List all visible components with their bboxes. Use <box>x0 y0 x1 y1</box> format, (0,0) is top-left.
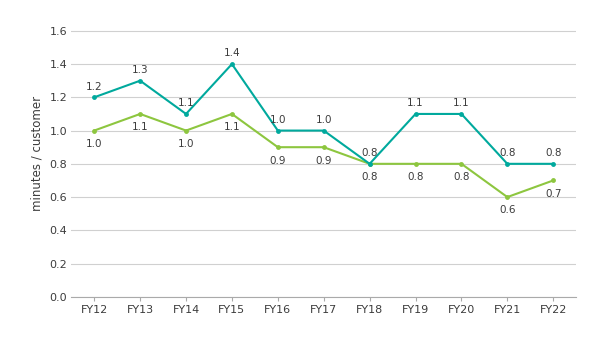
Text: 1.1: 1.1 <box>453 98 470 108</box>
Text: 0.8: 0.8 <box>361 148 378 158</box>
Legend: Normalised, Unnormalised: Normalised, Unnormalised <box>211 358 437 362</box>
Line: Unnormalised: Unnormalised <box>92 62 555 166</box>
Normalised <box>137 112 144 116</box>
Text: 1.1: 1.1 <box>178 98 194 108</box>
Normalised <box>91 129 98 133</box>
Text: 0.8: 0.8 <box>499 148 516 158</box>
Text: 1.0: 1.0 <box>270 115 286 125</box>
Unnormalised <box>504 162 511 166</box>
Text: 1.1: 1.1 <box>407 98 424 108</box>
Unnormalised <box>137 79 144 83</box>
Unnormalised <box>549 162 557 166</box>
Text: 1.1: 1.1 <box>223 122 240 132</box>
Text: 1.0: 1.0 <box>178 139 194 149</box>
Text: 1.4: 1.4 <box>223 48 240 58</box>
Text: 0.8: 0.8 <box>361 172 378 182</box>
Text: 1.0: 1.0 <box>315 115 332 125</box>
Normalised <box>228 112 235 116</box>
Text: 0.6: 0.6 <box>499 205 516 215</box>
Text: 0.7: 0.7 <box>545 189 561 199</box>
Unnormalised <box>91 95 98 100</box>
Normalised <box>458 162 465 166</box>
Normalised <box>412 162 419 166</box>
Text: 0.9: 0.9 <box>315 156 332 165</box>
Normalised <box>274 145 282 150</box>
Text: 1.1: 1.1 <box>132 122 148 132</box>
Unnormalised <box>228 62 235 66</box>
Normalised <box>504 195 511 199</box>
Text: 0.8: 0.8 <box>545 148 561 158</box>
Text: 1.2: 1.2 <box>86 81 103 92</box>
Unnormalised <box>320 129 327 133</box>
Unnormalised <box>458 112 465 116</box>
Text: 0.8: 0.8 <box>453 172 470 182</box>
Line: Normalised: Normalised <box>92 111 555 199</box>
Text: 1.0: 1.0 <box>86 139 103 149</box>
Unnormalised <box>366 162 373 166</box>
Text: 0.9: 0.9 <box>270 156 286 165</box>
Normalised <box>320 145 327 150</box>
Normalised <box>366 162 373 166</box>
Normalised <box>182 129 189 133</box>
Y-axis label: minutes / customer: minutes / customer <box>31 96 44 211</box>
Unnormalised <box>274 129 282 133</box>
Text: 1.3: 1.3 <box>132 65 148 75</box>
Normalised <box>549 178 557 182</box>
Text: 0.8: 0.8 <box>407 172 424 182</box>
Unnormalised <box>182 112 189 116</box>
Unnormalised <box>412 112 419 116</box>
